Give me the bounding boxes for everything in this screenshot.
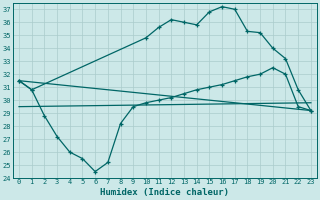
X-axis label: Humidex (Indice chaleur): Humidex (Indice chaleur): [100, 188, 229, 197]
